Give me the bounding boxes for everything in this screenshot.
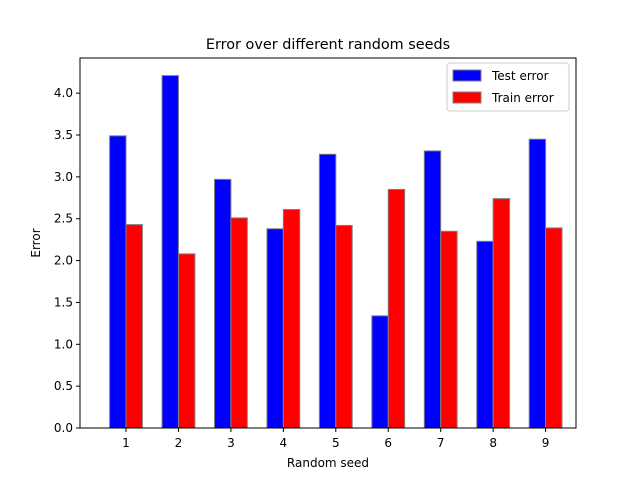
legend: Test error Train error (446, 62, 570, 112)
test-error-bar-9 (528, 138, 547, 429)
legend-swatch (452, 69, 482, 82)
legend-label: Train error (491, 91, 554, 105)
plot-frame (79, 57, 577, 429)
y-tick-label: 2.0 (54, 254, 73, 268)
test-error-bar-8 (476, 240, 494, 429)
x-tick-label: 8 (489, 436, 497, 450)
train-error-bar-9 (545, 227, 563, 429)
x-axis: 1 2 3 4 5 6 7 8 9 (122, 428, 549, 450)
test-error-bar-3 (214, 178, 232, 429)
train-error-bar-2 (177, 253, 196, 429)
y-tick-label: 2.5 (54, 212, 73, 226)
test-error-bar-4 (266, 228, 284, 429)
train-error-bar-6 (387, 188, 406, 429)
x-tick-label: 2 (175, 436, 183, 450)
test-error-bar-6 (371, 315, 389, 429)
train-error-bar-7 (440, 230, 458, 429)
legend-swatch (452, 91, 482, 104)
test-error-bar-5 (318, 153, 337, 429)
y-tick-label: 1.0 (54, 337, 73, 351)
train-error-bar-4 (282, 209, 301, 429)
test-error-bar-7 (423, 150, 442, 429)
x-tick-label: 9 (542, 436, 550, 450)
x-tick-label: 6 (384, 436, 392, 450)
bars-group (109, 75, 563, 429)
x-axis-label: Random seed (287, 456, 369, 470)
y-tick-label: 0.0 (54, 421, 73, 435)
train-error-bar-1 (125, 224, 143, 429)
test-error-bar-2 (161, 75, 179, 429)
x-tick-label: 5 (332, 436, 340, 450)
y-axis: 0.0 0.5 1.0 1.5 2.0 2.5 3.0 3.5 4.0 (54, 86, 80, 435)
y-tick-label: 3.0 (54, 170, 73, 184)
train-error-bar-8 (492, 198, 511, 429)
y-tick-label: 0.5 (54, 379, 73, 393)
legend-label: Test error (491, 69, 549, 83)
y-axis-label: Error (29, 228, 43, 257)
x-tick-label: 1 (122, 436, 130, 450)
train-error-bar-3 (230, 217, 248, 429)
y-tick-label: 1.5 (54, 295, 73, 309)
x-tick-label: 7 (437, 436, 445, 450)
x-tick-label: 3 (227, 436, 235, 450)
chart-title: Error over different random seeds (206, 37, 450, 53)
y-tick-label: 3.5 (54, 128, 73, 142)
x-tick-label: 4 (280, 436, 288, 450)
y-tick-label: 4.0 (54, 86, 73, 100)
train-error-bar-5 (335, 224, 353, 429)
test-error-bar-1 (109, 135, 127, 429)
